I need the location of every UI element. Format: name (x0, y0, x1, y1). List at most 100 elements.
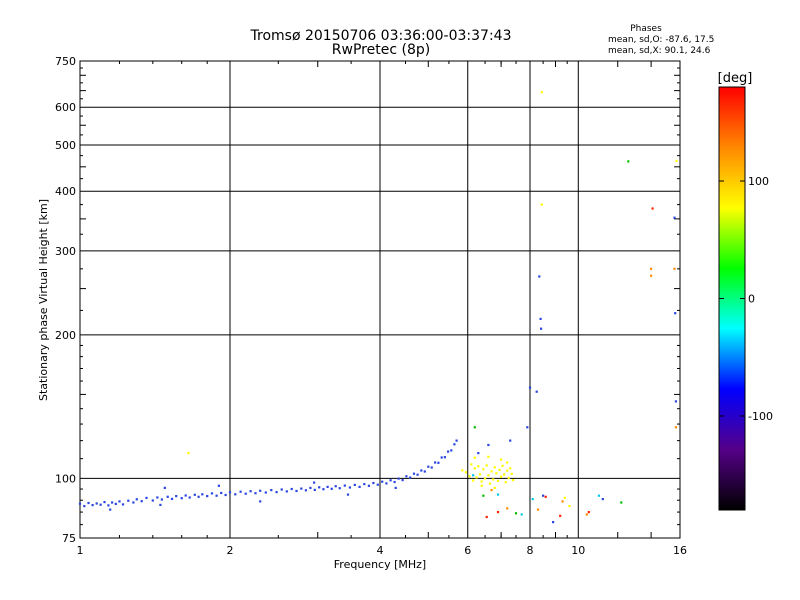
data-point (95, 502, 98, 505)
data-point (559, 514, 562, 517)
data-point (127, 499, 130, 502)
y-tick-label: 100 (55, 472, 76, 485)
data-point (485, 464, 488, 467)
data-point (477, 452, 480, 455)
y-tick-label: 400 (55, 185, 76, 198)
data-point (87, 501, 90, 505)
data-point (259, 489, 262, 492)
data-point (358, 485, 361, 488)
data-point (478, 473, 482, 476)
data-point (348, 486, 351, 489)
data-point (318, 486, 321, 489)
data-point (673, 216, 676, 219)
data-point (385, 482, 388, 485)
data-point (627, 160, 630, 163)
phase-info-x: mean, sd,X: 90.1, 24.6 (608, 46, 711, 56)
x-tick-label: 1 (77, 544, 84, 557)
chart-subtitle: RwPretec (8p) (332, 42, 430, 58)
data-point (159, 503, 162, 506)
data-point (103, 501, 106, 504)
data-point (437, 461, 440, 464)
data-point (156, 496, 159, 499)
data-point (187, 452, 190, 455)
data-point (675, 159, 678, 162)
data-point (78, 502, 82, 505)
data-point (409, 476, 412, 479)
data-point (500, 475, 503, 478)
data-point (487, 455, 490, 458)
y-tick-label: 200 (55, 329, 76, 342)
data-point (536, 508, 540, 511)
data-point (601, 498, 604, 501)
data-point (270, 489, 273, 492)
data-point (490, 470, 493, 473)
x-tick-label: 6 (464, 544, 471, 557)
data-point (535, 390, 538, 393)
data-point (520, 513, 523, 516)
data-point (367, 484, 370, 487)
data-point (151, 499, 154, 502)
data-point (552, 521, 555, 524)
data-point (531, 498, 534, 501)
data-point (163, 486, 166, 489)
data-point (455, 439, 458, 442)
data-point (401, 479, 404, 482)
data-point (264, 491, 267, 494)
data-point (674, 312, 677, 315)
data-point (447, 450, 450, 453)
data-point (405, 475, 408, 478)
x-tick-label: 10 (571, 544, 585, 557)
data-point (450, 449, 453, 452)
data-point (132, 501, 135, 504)
data-point (509, 439, 512, 442)
data-point (215, 494, 218, 497)
data-point (501, 464, 504, 467)
data-point (674, 400, 677, 403)
x-tick-label: 2 (227, 544, 234, 557)
data-point (477, 465, 480, 468)
data-point (363, 483, 366, 486)
data-point (300, 487, 303, 490)
y-tick-label: 300 (55, 245, 76, 258)
data-point (473, 456, 476, 459)
data-point (290, 487, 293, 491)
data-point (540, 91, 543, 94)
data-point (475, 476, 478, 479)
data-point (542, 494, 545, 497)
data-point (114, 502, 117, 505)
data-point (234, 493, 237, 496)
data-point (99, 503, 102, 506)
data-point (180, 497, 183, 500)
x-tick-label: 16 (673, 544, 687, 557)
data-point (434, 461, 437, 464)
data-point (275, 491, 278, 494)
data-point (503, 473, 506, 476)
data-point (650, 267, 653, 270)
data-point (539, 317, 542, 320)
data-point (313, 488, 316, 491)
data-point (217, 484, 220, 487)
data-point (249, 490, 252, 493)
data-point (490, 489, 493, 492)
data-point (538, 275, 541, 278)
data-point (651, 207, 654, 210)
data-point (568, 505, 571, 508)
data-point (140, 500, 143, 503)
data-point (309, 486, 312, 489)
data-point (473, 426, 476, 429)
grid-lines (80, 61, 680, 538)
data-point (526, 426, 529, 429)
data-point (493, 466, 496, 469)
data-point (514, 512, 518, 515)
axis-ticks: 1 2 4 6 8 10 16 75 100 200 300 400 500 600 750 (55, 55, 687, 557)
data-point (330, 487, 333, 490)
data-point (500, 458, 503, 461)
data-point (473, 467, 476, 470)
data-point (111, 501, 114, 504)
data-point (504, 481, 507, 484)
data-point (376, 483, 379, 486)
data-point (587, 511, 590, 514)
data-point (145, 496, 148, 499)
data-point (496, 511, 500, 514)
data-point (166, 495, 169, 498)
